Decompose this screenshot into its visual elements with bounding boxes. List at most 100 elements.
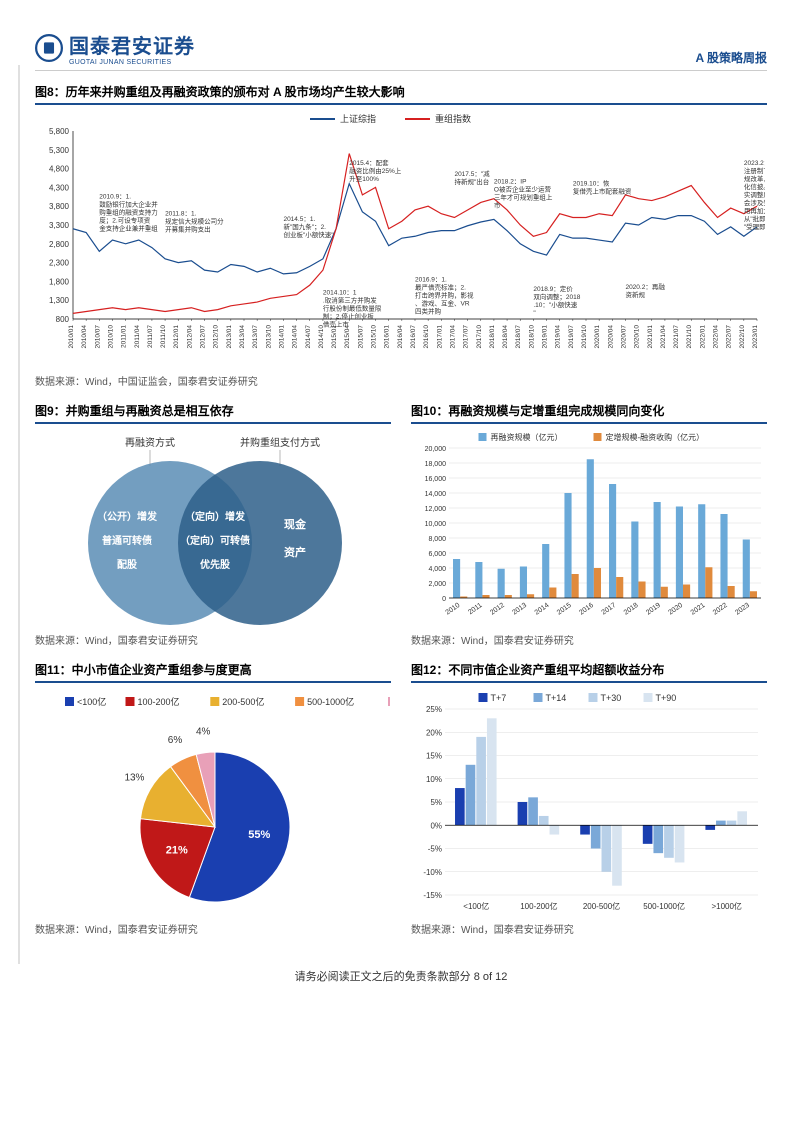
svg-text:15%: 15%	[426, 752, 442, 761]
svg-text:2011: 2011	[467, 602, 483, 616]
svg-text:2018: 2018	[623, 602, 640, 617]
fig11-source: 数据来源：Wind，国泰君安证券研究	[35, 921, 391, 936]
svg-text:4%: 4%	[196, 727, 211, 738]
svg-text:2020/07: 2020/07	[620, 325, 627, 349]
svg-text:2,300: 2,300	[49, 259, 70, 268]
svg-text:4,300: 4,300	[49, 183, 70, 192]
svg-text:2022: 2022	[712, 602, 729, 617]
svg-text:21%: 21%	[166, 845, 188, 857]
svg-text:用再加大中介成本，: 用再加大中介成本，	[744, 206, 765, 215]
svg-text:2012/04: 2012/04	[186, 325, 193, 349]
fig12-title: 图12：不同市值企业资产重组平均超额收益分布	[411, 661, 767, 683]
svg-text:打击跨界并购，影视: 打击跨界并购，影视	[415, 290, 474, 299]
svg-text:2020/01: 2020/01	[594, 325, 601, 349]
svg-text:5%: 5%	[430, 798, 442, 807]
fig10-source: 数据来源：Wind，国泰君安证券研究	[411, 632, 767, 647]
svg-text:规改革，提升并购强: 规改革，提升并购强	[744, 174, 765, 183]
svg-text:-15%: -15%	[423, 891, 442, 900]
svg-text:配股: 配股	[117, 559, 138, 571]
fig9-venn: 再融资方式并购重组支付方式（公开）增发普通可转债配股（定向）增发（定向）可转债优…	[35, 428, 390, 628]
svg-text:2022/01: 2022/01	[699, 325, 706, 349]
svg-text:2012/01: 2012/01	[173, 325, 180, 349]
svg-text:18,000: 18,000	[425, 461, 447, 468]
svg-text:2019.10：恢: 2019.10：恢	[573, 179, 610, 188]
svg-text:2010/07: 2010/07	[94, 325, 101, 349]
svg-text:上证综指: 上证综指	[340, 113, 376, 124]
svg-text:O被否企业至少运营: O被否企业至少运营	[494, 185, 552, 194]
svg-text:、游戏、互金、VR: 、游戏、互金、VR	[415, 298, 470, 307]
svg-text:12,000: 12,000	[425, 506, 447, 513]
svg-text:T+7: T+7	[491, 693, 507, 703]
svg-text:普通可转债: 普通可转债	[102, 534, 152, 547]
svg-text:会涉及受理，中介不: 会涉及受理，中介不	[744, 198, 765, 207]
company-logo-icon	[35, 34, 63, 62]
svg-text:T+90: T+90	[656, 693, 677, 703]
svg-text:2011/01: 2011/01	[121, 325, 128, 348]
svg-text:优先股: 优先股	[200, 558, 231, 571]
svg-text:1,300: 1,300	[49, 296, 70, 305]
svg-text:-5%: -5%	[428, 845, 442, 854]
svg-text:13%: 13%	[124, 773, 144, 784]
svg-text:2020/10: 2020/10	[634, 325, 641, 349]
svg-text:1,800: 1,800	[49, 277, 70, 286]
figure-11: 图11：中小市值企业资产重组参与度更高 <100亿100-200亿200-500…	[35, 661, 391, 936]
svg-text:升至100%: 升至100%	[349, 174, 379, 183]
svg-text:2021: 2021	[690, 602, 707, 617]
svg-text:0: 0	[442, 596, 446, 603]
svg-text:2010/10: 2010/10	[107, 325, 114, 349]
svg-text:2016/01: 2016/01	[384, 325, 391, 349]
logo: 国泰君安证券 GUOTAI JUNAN SECURITIES	[35, 30, 195, 66]
svg-text:2013/10: 2013/10	[265, 325, 272, 349]
figure-12: 图12：不同市值企业资产重组平均超额收益分布 -15%-10%-5%0%5%10…	[411, 661, 767, 936]
svg-text:4,000: 4,000	[428, 566, 446, 573]
svg-text:2012: 2012	[489, 602, 506, 617]
fig9-source: 数据来源：Wind，国泰君安证券研究	[35, 632, 391, 647]
svg-text:市: 市	[494, 201, 501, 210]
svg-text:200-500亿: 200-500亿	[583, 901, 620, 911]
document-type: A 股策略周报	[695, 49, 767, 66]
svg-text:6,000: 6,000	[428, 551, 446, 558]
svg-text:2014.5：1.: 2014.5：1.	[283, 216, 315, 223]
svg-text:2012/10: 2012/10	[213, 325, 220, 349]
svg-text:2017/04: 2017/04	[449, 325, 456, 349]
svg-text:金支持企业兼并重组: 金支持企业兼并重组	[99, 224, 158, 233]
svg-text:20%: 20%	[426, 728, 442, 737]
svg-text:20,000: 20,000	[425, 446, 447, 453]
svg-text:2011/04: 2011/04	[134, 325, 141, 348]
svg-text:2015.4：配套: 2015.4：配套	[349, 158, 389, 167]
svg-text:100-200亿: 100-200亿	[138, 696, 180, 707]
svg-text:现金: 现金	[284, 517, 307, 531]
svg-text:2011/10: 2011/10	[160, 325, 167, 348]
svg-text:>1000亿: >1000亿	[711, 901, 741, 911]
svg-text:2018/04: 2018/04	[502, 325, 509, 349]
svg-text:2018.9：定价: 2018.9：定价	[533, 284, 573, 293]
svg-text:2011.8：1.: 2011.8：1.	[165, 211, 197, 218]
svg-text:T+14: T+14	[546, 693, 567, 703]
svg-text:100-200亿: 100-200亿	[520, 901, 557, 911]
svg-text:2021/01: 2021/01	[647, 325, 654, 349]
svg-text:<100亿: <100亿	[77, 696, 106, 707]
svg-text:500-1000亿: 500-1000亿	[307, 696, 354, 707]
svg-text:2023/01: 2023/01	[752, 325, 759, 349]
svg-text:4,800: 4,800	[49, 165, 70, 174]
svg-text:持新规"出台: 持新规"出台	[454, 177, 489, 186]
svg-text:2016/07: 2016/07	[410, 325, 417, 349]
svg-text:2017/07: 2017/07	[463, 325, 470, 349]
svg-text:<100亿: <100亿	[463, 901, 489, 911]
svg-text:购重组的融资支持力: 购重组的融资支持力	[99, 208, 158, 217]
svg-text:2021/04: 2021/04	[660, 325, 667, 349]
figure-10: 图10：再融资规模与定增重组完成规模同向变化 02,0004,0006,0008…	[411, 402, 767, 647]
svg-text:创业板"小额快速": 创业板"小额快速"	[283, 230, 334, 239]
svg-text:行股份制最低数量限: 行股份制最低数量限	[323, 304, 382, 313]
fig12-source: 数据来源：Wind，国泰君安证券研究	[411, 921, 767, 936]
svg-text:2010/04: 2010/04	[81, 325, 88, 349]
svg-text:2021/10: 2021/10	[686, 325, 693, 349]
fig11-title: 图11：中小市值企业资产重组参与度更高	[35, 661, 391, 683]
svg-text:.取消第三方并购发: .取消第三方并购发	[323, 296, 377, 305]
svg-text:复借壳上市配套融资: 复借壳上市配套融资	[573, 187, 632, 196]
svg-text:5,300: 5,300	[49, 146, 70, 155]
svg-text:T+30: T+30	[601, 693, 622, 703]
svg-text:重组指数: 重组指数	[435, 113, 471, 124]
svg-text:14,000: 14,000	[425, 491, 447, 498]
svg-text:-10%: -10%	[423, 868, 442, 877]
